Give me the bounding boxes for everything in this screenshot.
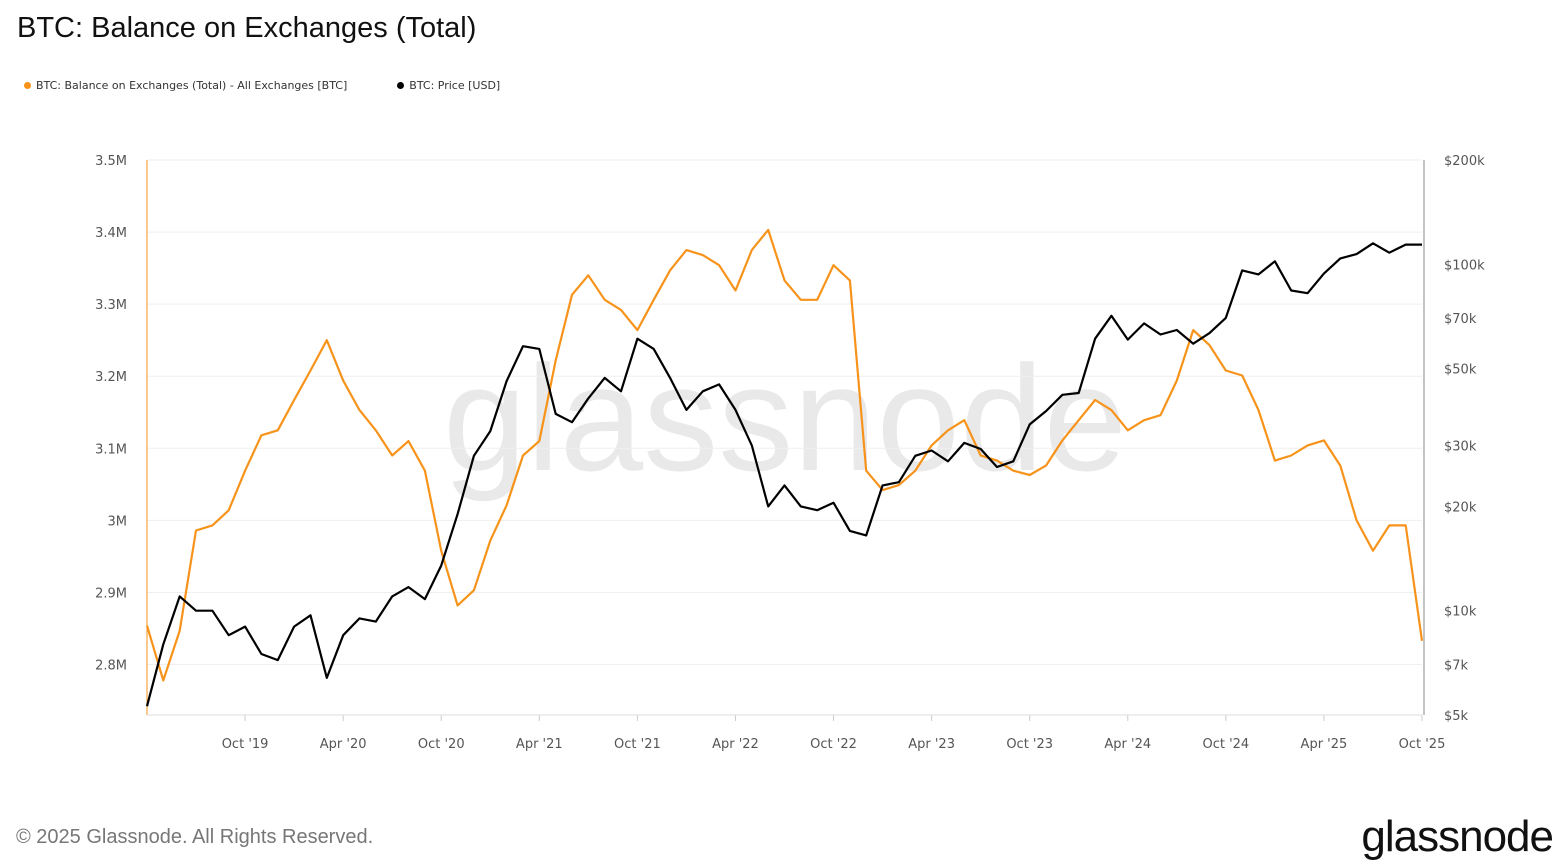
x-tick-label: Apr '21: [516, 737, 563, 752]
y-right-tick-label: $50k: [1444, 363, 1477, 378]
x-tick-label: Oct '24: [1202, 737, 1249, 752]
y-left-tick-label: 2.8M: [95, 659, 127, 674]
y-left-tick-label: 2.9M: [95, 586, 127, 601]
legend: BTC: Balance on Exchanges (Total) - All …: [24, 79, 500, 92]
x-tick-label: Oct '21: [614, 737, 661, 752]
x-tick-label: Apr '24: [1104, 737, 1151, 752]
x-tick-label: Oct '20: [418, 737, 465, 752]
x-tick-label: Apr '23: [908, 737, 955, 752]
chart-title: BTC: Balance on Exchanges (Total): [17, 12, 477, 44]
copyright: © 2025 Glassnode. All Rights Reserved.: [16, 826, 374, 848]
y-right-tick-label: $5k: [1444, 709, 1469, 724]
legend-label: BTC: Price [USD]: [409, 79, 501, 92]
y-right-tick-label: $200k: [1444, 154, 1485, 169]
legend-dot-orange-icon: [24, 82, 31, 89]
glassnode-logo: glassnode: [1361, 812, 1554, 861]
y-left-tick-label: 3.5M: [95, 154, 127, 169]
legend-label: BTC: Balance on Exchanges (Total) - All …: [36, 79, 348, 92]
x-tick-label: Oct '19: [222, 737, 269, 752]
y-left-tick-label: 3.3M: [95, 298, 127, 313]
x-tick-label: Oct '25: [1399, 737, 1446, 752]
legend-item-price[interactable]: BTC: Price [USD]: [397, 79, 500, 92]
y-left-tick-label: 3.4M: [95, 226, 127, 241]
y-left-tick-label: 3.1M: [95, 442, 127, 457]
y-right-tick-label: $20k: [1444, 500, 1477, 515]
legend-dot-black-icon: [397, 82, 405, 89]
legend-item-balance[interactable]: BTC: Balance on Exchanges (Total) - All …: [24, 79, 347, 92]
y-right-tick-label: $70k: [1444, 312, 1477, 327]
y-left-tick-label: 3M: [108, 514, 128, 529]
watermark: glassnode: [443, 334, 1127, 502]
x-tick-label: Apr '22: [712, 737, 759, 752]
x-tick-label: Oct '23: [1006, 737, 1053, 752]
x-tick-label: Apr '25: [1301, 737, 1348, 752]
x-tick-label: Apr '20: [320, 737, 367, 752]
y-right-tick-label: $7k: [1444, 658, 1469, 673]
y-right-tick-label: $10k: [1444, 605, 1477, 620]
y-right-tick-label: $30k: [1444, 439, 1477, 454]
y-left-tick-label: 3.2M: [95, 370, 127, 385]
x-tick-label: Oct '22: [810, 737, 857, 752]
y-right-tick-label: $100k: [1444, 258, 1485, 273]
